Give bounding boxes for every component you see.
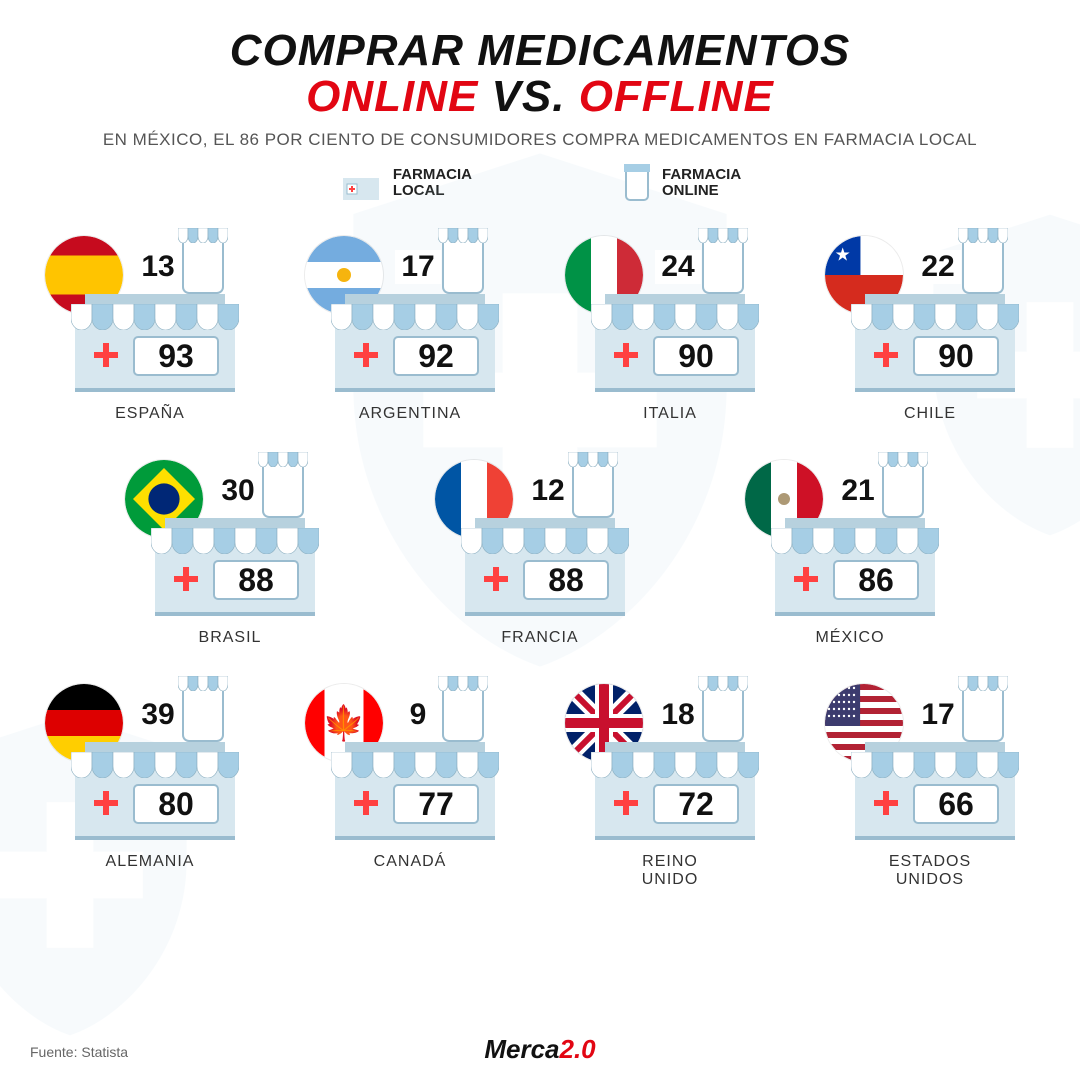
brand-suf: 2.0 <box>560 1034 596 1064</box>
grid-cell: ★ 22 90 CHILE <box>820 224 1040 423</box>
offline-value: 80 <box>133 784 219 824</box>
brand-pre: Merca <box>484 1034 559 1064</box>
offline-value: 90 <box>653 336 739 376</box>
grid-cell: 13 93 ESPAÑA <box>40 224 260 423</box>
local-store-icon: 88 <box>465 518 625 618</box>
country-name: FRANCIA <box>501 629 578 647</box>
local-store-icon: 80 <box>75 742 235 842</box>
country-name: CHILE <box>904 405 956 423</box>
grid-cell: 17 66 ESTADOS UNIDOS <box>820 672 1040 889</box>
grid-row: 39 80 ALEMANIA 🍁 9 77 CANADÁ <box>20 672 1060 889</box>
country-unit: 21 86 <box>755 448 945 623</box>
country-name: ESPAÑA <box>115 405 185 423</box>
title: COMPRAR MEDICAMENTOS ONLINE VS. OFFLINE <box>0 0 1080 120</box>
offline-value: 77 <box>393 784 479 824</box>
offline-value: 88 <box>213 560 299 600</box>
offline-value: 88 <box>523 560 609 600</box>
offline-value: 66 <box>913 784 999 824</box>
country-unit: 39 80 <box>55 672 245 847</box>
country-unit: 12 88 <box>445 448 635 623</box>
country-unit: 17 66 <box>835 672 1025 847</box>
country-grid: 13 93 ESPAÑA 17 92 ARGENTINA <box>0 224 1080 889</box>
country-name: ARGENTINA <box>359 405 461 423</box>
country-name: ESTADOS UNIDOS <box>889 853 971 889</box>
country-name: CANADÁ <box>374 853 447 871</box>
title-online: ONLINE <box>306 72 478 121</box>
local-store-icon: 90 <box>595 294 755 394</box>
source-text: Fuente: Statista <box>30 1044 128 1060</box>
local-store-icon: 88 <box>155 518 315 618</box>
offline-value: 92 <box>393 336 479 376</box>
svg-text:🍁: 🍁 <box>323 704 365 743</box>
grid-cell: 17 92 ARGENTINA <box>300 224 520 423</box>
local-store-icon: 86 <box>775 518 935 618</box>
country-name: ALEMANIA <box>106 853 195 871</box>
local-store-icon: 72 <box>595 742 755 842</box>
cross-icon <box>349 786 383 820</box>
cross-icon <box>869 338 903 372</box>
cross-icon <box>869 786 903 820</box>
online-value: 24 <box>655 250 701 284</box>
local-store-icon: 92 <box>335 294 495 394</box>
online-value: 21 <box>835 474 881 508</box>
pharmacy-store-icon <box>339 164 383 202</box>
cross-icon <box>789 562 823 596</box>
country-unit: 18 72 <box>575 672 765 847</box>
grid-cell: 🍁 9 77 CANADÁ <box>300 672 520 889</box>
grid-row: 30 88 BRASIL 12 88 FRANCIA <box>20 448 1060 647</box>
online-value: 30 <box>215 474 261 508</box>
online-value: 12 <box>525 474 571 508</box>
grid-cell: 21 86 MÉXICO <box>740 448 960 647</box>
cross-icon <box>89 786 123 820</box>
online-value: 13 <box>135 250 181 284</box>
cross-icon <box>89 338 123 372</box>
grid-cell: 30 88 BRASIL <box>120 448 340 647</box>
offline-value: 72 <box>653 784 739 824</box>
cross-icon <box>609 786 643 820</box>
country-name: BRASIL <box>199 629 262 647</box>
brand-logo: Merca2.0 <box>484 1034 595 1065</box>
grid-cell: 24 90 ITALIA <box>560 224 780 423</box>
local-store-icon: 90 <box>855 294 1015 394</box>
cross-icon <box>169 562 203 596</box>
local-store-icon: 66 <box>855 742 1015 842</box>
title-line1: COMPRAR MEDICAMENTOS <box>230 26 851 75</box>
cross-icon <box>609 338 643 372</box>
grid-cell: 39 80 ALEMANIA <box>40 672 260 889</box>
country-unit: 13 93 <box>55 224 245 399</box>
country-unit: 30 88 <box>135 448 325 623</box>
online-value: 17 <box>915 698 961 732</box>
title-vs: VS. <box>478 72 578 121</box>
country-unit: 🍁 9 77 <box>315 672 505 847</box>
pharmacy-phone-icon <box>622 162 652 204</box>
svg-text:★: ★ <box>835 245 851 265</box>
local-store-icon: 77 <box>335 742 495 842</box>
online-value: 17 <box>395 250 441 284</box>
offline-value: 86 <box>833 560 919 600</box>
offline-value: 93 <box>133 336 219 376</box>
country-name: REINO UNIDO <box>642 853 699 889</box>
offline-value: 90 <box>913 336 999 376</box>
online-value: 39 <box>135 698 181 732</box>
online-value: 22 <box>915 250 961 284</box>
grid-row: 13 93 ESPAÑA 17 92 ARGENTINA <box>20 224 1060 423</box>
country-name: ITALIA <box>643 405 697 423</box>
online-value: 9 <box>395 698 441 732</box>
grid-cell: 12 88 FRANCIA <box>430 448 650 647</box>
country-name: MÉXICO <box>815 629 884 647</box>
cross-icon <box>479 562 513 596</box>
grid-cell: 18 72 REINO UNIDO <box>560 672 780 889</box>
country-unit: 17 92 <box>315 224 505 399</box>
online-value: 18 <box>655 698 701 732</box>
local-store-icon: 93 <box>75 294 235 394</box>
cross-icon <box>349 338 383 372</box>
title-offline: OFFLINE <box>579 72 774 121</box>
country-unit: 24 90 <box>575 224 765 399</box>
country-unit: ★ 22 90 <box>835 224 1025 399</box>
